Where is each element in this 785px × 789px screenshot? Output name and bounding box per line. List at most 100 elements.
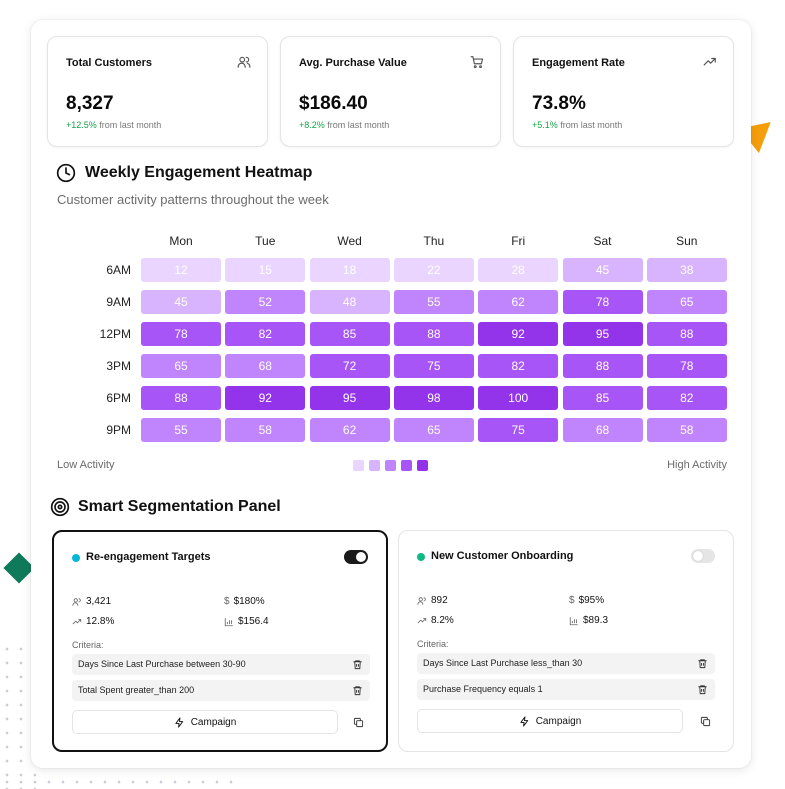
heatmap-cell[interactable]: 18 xyxy=(309,258,390,282)
trend-up-icon xyxy=(703,57,716,66)
segment-toggle[interactable] xyxy=(344,550,368,564)
heatmap-cell[interactable]: 82 xyxy=(478,354,559,378)
heatmap-cell[interactable]: 85 xyxy=(562,386,643,410)
heatmap-cell[interactable]: 55 xyxy=(393,290,474,314)
stat-title: Engagement Rate xyxy=(532,57,625,69)
stat-title: Total Customers xyxy=(66,57,152,69)
heatmap-cell[interactable]: 65 xyxy=(393,418,474,442)
metric-value: $ $95% xyxy=(569,595,605,606)
heatmap-cell[interactable]: 68 xyxy=(562,418,643,442)
legend-high-label: High Activity xyxy=(667,459,727,471)
day-label: Wed xyxy=(337,234,362,248)
day-label: Sun xyxy=(676,234,698,248)
heatmap-cell[interactable]: 88 xyxy=(646,322,727,346)
stat-value: 73.8% xyxy=(532,93,586,114)
heatmap-cell[interactable]: 92 xyxy=(478,322,559,346)
heatmap-cell[interactable]: 52 xyxy=(225,290,306,314)
heatmap-cell[interactable]: 55 xyxy=(141,418,221,442)
criteria-label: Criteria: xyxy=(72,640,104,650)
heatmap-cell[interactable]: 72 xyxy=(309,354,390,378)
stat-change: +8.2% from last month xyxy=(299,120,390,130)
heatmap-cell[interactable]: 38 xyxy=(646,258,727,282)
metric-avg: $156.4 xyxy=(224,616,269,627)
heatmap-cell[interactable]: 78 xyxy=(141,322,221,346)
criteria-row: Days Since Last Purchase between 30-90 xyxy=(72,654,370,675)
decorative-dots-bottom xyxy=(0,775,240,789)
heatmap-cell[interactable]: 82 xyxy=(225,322,306,346)
heatmap-cell[interactable]: 75 xyxy=(478,418,559,442)
decorative-dots xyxy=(0,642,36,789)
metric-value: $ $180% xyxy=(224,596,265,607)
clock-icon xyxy=(56,163,76,183)
heatmap-cell[interactable]: 82 xyxy=(646,386,727,410)
heatmap-cell[interactable]: 65 xyxy=(141,354,221,378)
users-icon xyxy=(417,596,426,605)
day-label: Tue xyxy=(255,234,276,248)
heatmap-cell[interactable]: 85 xyxy=(309,322,390,346)
copy-icon[interactable] xyxy=(353,717,364,728)
heatmap-cell[interactable]: 98 xyxy=(393,386,474,410)
heatmap-cell[interactable]: 22 xyxy=(393,258,474,282)
copy-icon[interactable] xyxy=(700,716,711,727)
heatmap-cell[interactable]: 48 xyxy=(309,290,390,314)
trend-up-icon xyxy=(417,617,427,623)
segment-card-onboarding[interactable]: New Customer Onboarding 892 $ $95% 8.2% … xyxy=(398,530,734,752)
segment-card-reengagement[interactable]: Re-engagement Targets 3,421 $ $180% 12.8… xyxy=(52,530,388,752)
heatmap-cell[interactable]: 92 xyxy=(225,386,306,410)
users-icon xyxy=(237,56,251,68)
heatmap-cell[interactable]: 65 xyxy=(646,290,727,314)
trash-icon[interactable] xyxy=(352,659,363,670)
heatmap-cell[interactable]: 45 xyxy=(562,258,643,282)
heatmap-cell[interactable]: 100 xyxy=(478,386,559,410)
legend-swatch xyxy=(401,460,412,471)
cart-icon xyxy=(470,56,484,69)
heatmap-cell[interactable]: 15 xyxy=(225,258,306,282)
stat-card-avg-purchase: Avg. Purchase Value $186.40 +8.2% from l… xyxy=(280,36,501,147)
heatmap-cell[interactable]: 88 xyxy=(141,386,221,410)
heatmap-cell[interactable]: 62 xyxy=(478,290,559,314)
time-label: 9AM xyxy=(106,295,131,309)
day-label: Sat xyxy=(593,234,612,248)
target-icon xyxy=(50,497,70,517)
metric-customers: 892 xyxy=(417,595,448,606)
heatmap-cell[interactable]: 95 xyxy=(562,322,643,346)
time-label: 6PM xyxy=(106,391,131,405)
criteria-row: Days Since Last Purchase less_than 30 xyxy=(417,653,715,674)
heatmap-cell[interactable]: 78 xyxy=(646,354,727,378)
heatmap-cell[interactable]: 88 xyxy=(393,322,474,346)
heatmap-cell[interactable]: 58 xyxy=(646,418,727,442)
heatmap-cell[interactable]: 78 xyxy=(562,290,643,314)
trash-icon[interactable] xyxy=(697,658,708,669)
heatmap-cell[interactable]: 28 xyxy=(478,258,559,282)
segment-name: Re-engagement Targets xyxy=(86,551,211,563)
heatmap-cell[interactable]: 58 xyxy=(225,418,306,442)
segmentation-title: Smart Segmentation Panel xyxy=(78,498,281,515)
trash-icon[interactable] xyxy=(697,684,708,695)
campaign-button[interactable]: Campaign xyxy=(72,710,338,734)
heatmap-cell[interactable]: 68 xyxy=(225,354,306,378)
stat-title: Avg. Purchase Value xyxy=(299,57,407,69)
segment-toggle[interactable] xyxy=(691,549,715,563)
legend-low-label: Low Activity xyxy=(57,459,115,471)
heatmap-cell[interactable]: 45 xyxy=(141,290,221,314)
legend-swatch xyxy=(385,460,396,471)
segment-status-dot xyxy=(72,554,80,562)
heatmap-cell[interactable]: 12 xyxy=(141,258,221,282)
heatmap-cell[interactable]: 62 xyxy=(309,418,390,442)
heatmap-cell[interactable]: 88 xyxy=(562,354,643,378)
lightning-icon xyxy=(520,715,528,727)
trash-icon[interactable] xyxy=(352,685,363,696)
stat-card-total-customers: Total Customers 8,327 +12.5% from last m… xyxy=(47,36,268,147)
day-label: Thu xyxy=(423,234,445,248)
campaign-button[interactable]: Campaign xyxy=(417,709,683,733)
users-icon xyxy=(72,597,81,606)
heatmap-cell[interactable]: 75 xyxy=(393,354,474,378)
time-label: 3PM xyxy=(106,359,131,373)
trend-up-icon xyxy=(72,618,82,624)
metric-customers: 3,421 xyxy=(72,596,111,607)
heatmap-cell[interactable]: 95 xyxy=(309,386,390,410)
lightning-icon xyxy=(175,716,183,728)
stat-value: 8,327 xyxy=(66,93,114,114)
stat-change: +5.1% from last month xyxy=(532,120,623,130)
criteria-label: Criteria: xyxy=(417,639,449,649)
